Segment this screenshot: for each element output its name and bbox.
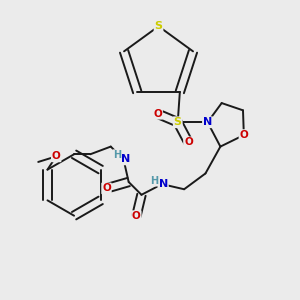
Text: O: O <box>184 137 193 147</box>
Text: N: N <box>121 154 130 164</box>
Text: H: H <box>150 176 158 186</box>
Text: N: N <box>159 179 168 189</box>
Text: S: S <box>154 21 163 31</box>
Text: O: O <box>102 183 111 194</box>
Text: S: S <box>174 117 182 127</box>
Text: O: O <box>239 130 248 140</box>
Text: O: O <box>132 211 141 221</box>
Text: O: O <box>52 152 61 161</box>
Text: H: H <box>113 150 121 160</box>
Text: N: N <box>203 117 212 127</box>
Text: O: O <box>153 109 162 119</box>
